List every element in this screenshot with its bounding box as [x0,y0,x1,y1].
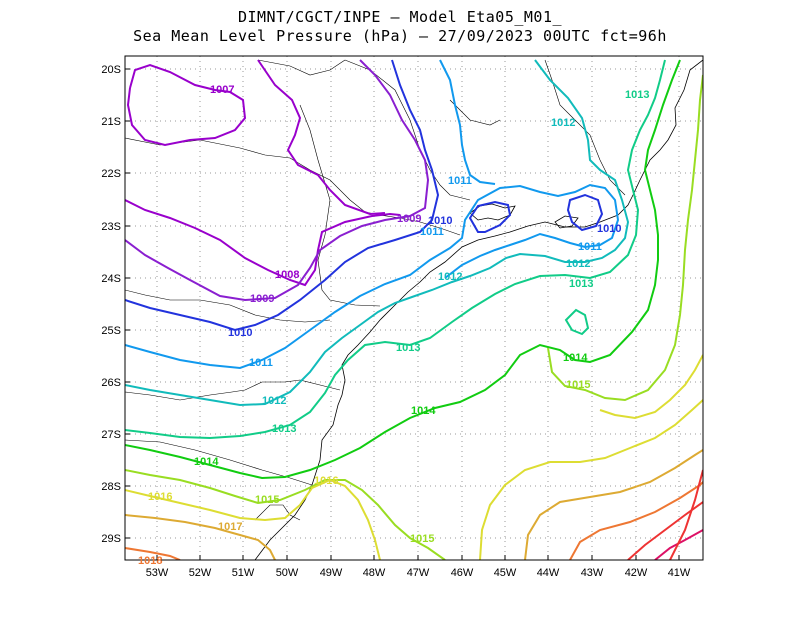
contour-label-1015: 1015 [566,379,590,391]
isobar-1012 [125,59,630,407]
isobar-1010 [125,59,440,332]
contour-labels: 1007 1008 1009 1009 1010 1010 1010 1011 … [138,84,649,567]
isobar-1007 [257,59,386,216]
contour-label-1017: 1017 [218,521,242,533]
lon-tick-label: 48W [363,567,386,579]
isobar-1008 [125,199,401,287]
lon-tick-label: 43W [581,567,604,579]
contour-label-1011: 1011 [420,226,444,238]
isobar-1011 [439,59,496,185]
isobar-1017 [524,449,703,560]
contour-label-1015: 1015 [410,533,434,545]
isobar-lines [125,59,703,560]
contour-label-1012: 1012 [551,117,575,129]
lon-tick-label: 49W [320,567,343,579]
contour-label-1018: 1018 [138,555,162,567]
contour-label-1016: 1016 [148,491,172,503]
lat-tick-label: 21S [101,116,121,128]
contour-label-1013: 1013 [396,342,420,354]
figure-title: DIMNT/CGCT/INPE – Model Eta05_M01_ [237,8,563,26]
isobar-1013 [564,308,590,336]
lat-tick-label: 26S [101,377,121,389]
lat-tick-label: 23S [101,221,121,233]
contour-label-1008: 1008 [275,269,299,281]
contour-label-1013: 1013 [569,278,593,290]
lon-tick-label: 53W [146,567,169,579]
isobar-1016 [599,354,703,420]
contour-label-1016: 1016 [314,475,338,487]
isobar-1015 [547,74,703,402]
lon-tick-label: 46W [451,567,474,579]
isobar-1017 [125,514,276,560]
isobar-1015 [125,469,446,560]
isobar-1018 [125,547,181,560]
isobar-1018 [569,481,703,560]
contour-label-1007: 1007 [210,84,234,96]
lon-tick-label: 45W [494,567,517,579]
contour-label-1012: 1012 [262,395,286,407]
isobar-1010 [468,200,512,233]
lon-tick-label: 50W [276,567,299,579]
contour-label-1010: 1010 [428,215,452,227]
contour-label-1014: 1014 [411,405,436,417]
contour-label-1009: 1009 [397,213,421,225]
contour-label-1013: 1013 [625,89,649,101]
lat-tick-label: 20S [101,64,121,76]
contour-label-1011: 1011 [249,357,273,369]
isobar-1011 [125,183,620,370]
isobar-1016 [125,478,381,560]
isobar-1007 [126,63,247,147]
contour-label-1010: 1010 [597,223,621,235]
lon-tick-label: 51W [232,567,255,579]
lat-tick-label: 28S [101,481,121,493]
contour-label-1013: 1013 [272,423,296,435]
lon-tick-label: 44W [537,567,560,579]
isobar-1013 [125,59,666,440]
lat-tick-label: 22S [101,168,121,180]
contour-label-1010: 1010 [228,327,252,339]
lon-tick-label: 47W [407,567,430,579]
figure-subtitle: Sea Mean Level Pressure (hPa) – 27/09/20… [133,27,667,45]
contour-label-1012: 1012 [438,271,462,283]
contour-label-1011: 1011 [448,175,472,187]
lon-tick-label: 41W [668,567,691,579]
isobar-1010 [566,193,604,232]
axis-ticks: 20S 21S 22S 23S 24S 25S 26S 27S 28S 29S 53W 52W 51W 5… [101,64,691,579]
contour-label-1011: 1011 [578,241,602,253]
contour-label-1015: 1015 [255,494,279,506]
map-frame [124,55,704,561]
lat-tick-label: 27S [101,429,121,441]
contour-label-1014: 1014 [194,456,219,468]
isobar-1016 [479,399,703,560]
isobar-1019 [669,469,703,560]
contour-label-1012: 1012 [566,258,590,270]
lon-tick-label: 42W [625,567,648,579]
isobar-1014 [125,59,681,480]
lat-tick-label: 29S [101,533,121,545]
state-borders [125,59,626,521]
contour-label-1014: 1014 [563,352,588,364]
isobar-1009 [125,59,430,302]
lon-tick-label: 52W [189,567,212,579]
contour-label-1009: 1009 [250,293,274,305]
lat-tick-label: 25S [101,325,121,337]
lat-tick-label: 24S [101,273,121,285]
